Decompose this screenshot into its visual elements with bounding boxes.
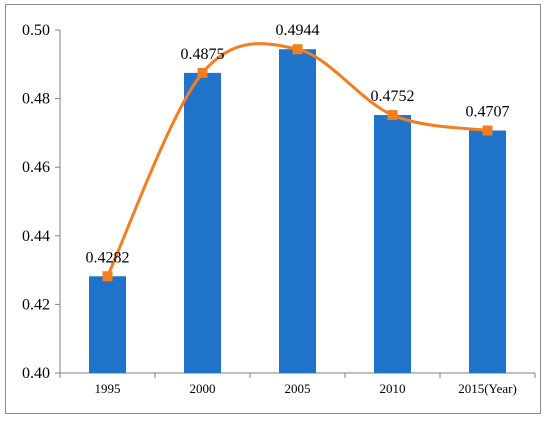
bar-2000 (184, 72, 221, 373)
x-tick-label: 2015(Year) (458, 381, 517, 396)
line-markers (102, 44, 493, 282)
y-tick-label: 0.46 (22, 159, 50, 176)
y-tick-label: 0.42 (22, 296, 50, 313)
data-label: 0.4282 (86, 249, 130, 266)
x-tick-label: 1995 (95, 381, 121, 396)
data-label: 0.4707 (466, 103, 510, 120)
line-marker (102, 271, 113, 282)
data-label: 0.4944 (276, 22, 320, 39)
chart-axes: 0.40 0.42 0.44 0.46 0.48 0.50 1995 2000 2005 2010… (22, 22, 536, 396)
y-tick-label: 0.48 (22, 91, 50, 108)
bar-2005 (279, 49, 316, 373)
line-marker (387, 110, 398, 121)
trend-line (106, 42, 489, 278)
y-tick-label: 0.40 (22, 365, 50, 382)
x-tick-label: 2005 (285, 381, 311, 396)
y-tick-label: 0.44 (22, 228, 50, 245)
bar-series (89, 49, 506, 374)
data-labels: 0.4282 0.4875 0.4944 0.4752 0.4707 (86, 22, 510, 266)
x-tick-label: 2010 (380, 381, 406, 396)
data-label: 0.4752 (371, 88, 415, 105)
data-label: 0.4875 (181, 46, 225, 63)
x-tick-label: 2000 (190, 381, 216, 396)
line-series (106, 42, 489, 278)
bar-1995 (89, 276, 126, 373)
line-marker (197, 67, 208, 78)
bar-2015-year- (469, 130, 506, 373)
y-tick-label: 0.50 (22, 22, 50, 39)
line-marker (482, 125, 493, 136)
bar-2010 (374, 115, 411, 374)
line-marker (292, 44, 303, 55)
